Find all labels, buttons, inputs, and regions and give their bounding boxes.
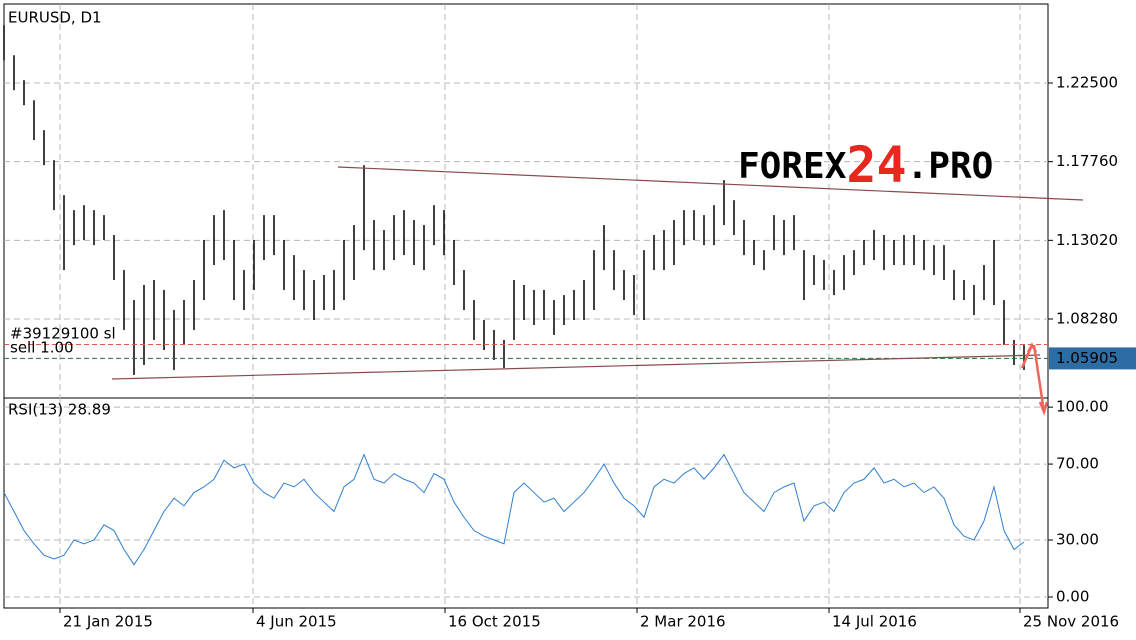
y-tick-label: 100.00 <box>1056 398 1109 416</box>
chart-title: EURUSD, D1 <box>8 9 102 27</box>
y-tick-label: 1.13020 <box>1056 231 1118 249</box>
x-tick-label: 2 Mar 2016 <box>640 613 726 631</box>
y-tick-label: 1.17760 <box>1056 152 1118 170</box>
y-tick-label: 0.00 <box>1056 587 1089 605</box>
x-tick-label: 14 Jul 2016 <box>832 613 917 631</box>
trend-line <box>337 166 1084 201</box>
logo-text: FOREX <box>738 146 847 187</box>
trend-line <box>111 354 1041 380</box>
x-tick-label: 21 Jan 2015 <box>63 613 153 631</box>
y-tick-label: 70.00 <box>1056 455 1099 473</box>
y-tick-label: 30.00 <box>1056 531 1099 549</box>
order-label: #39129100 sl <box>10 325 116 343</box>
x-tick-label: 4 Jun 2015 <box>256 613 337 631</box>
logo-text: .PRO <box>907 146 994 187</box>
order-label: sell 1.00 <box>10 339 74 357</box>
y-tick-label: 1.08280 <box>1056 310 1118 328</box>
rsi-line <box>3 453 1025 566</box>
rsi-title: RSI(13) 28.89 <box>8 401 111 419</box>
x-tick-label: 25 Nov 2016 <box>1023 613 1119 631</box>
logo: FOREX24.PRO <box>738 136 993 194</box>
forecast-arrow <box>1020 342 1049 416</box>
rsi-panel <box>3 397 1049 609</box>
logo-text: 24 <box>846 136 906 194</box>
price-tag-label: 1.05905 <box>1056 349 1118 367</box>
price-tag <box>1049 347 1136 370</box>
price-panel <box>3 3 1049 399</box>
y-tick-label: 1.22500 <box>1056 73 1118 91</box>
x-tick-label: 16 Oct 2015 <box>448 613 541 631</box>
